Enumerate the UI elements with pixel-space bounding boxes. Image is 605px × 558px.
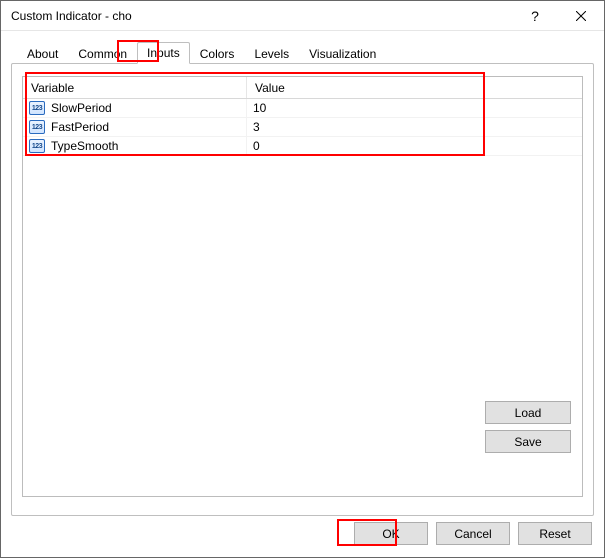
variable-name: TypeSmooth bbox=[51, 139, 118, 153]
table-row[interactable]: 123 SlowPeriod 10 bbox=[23, 99, 582, 118]
tab-common[interactable]: Common bbox=[68, 43, 137, 64]
close-icon bbox=[576, 11, 586, 21]
titlebar: Custom Indicator - cho ? bbox=[1, 1, 604, 31]
ok-button[interactable]: OK bbox=[354, 522, 428, 545]
int-type-icon: 123 bbox=[29, 139, 45, 153]
load-button[interactable]: Load bbox=[485, 401, 571, 424]
help-button[interactable]: ? bbox=[512, 1, 558, 31]
tab-levels[interactable]: Levels bbox=[244, 43, 299, 64]
inputs-panel: Variable Value 123 SlowPeriod 10 123 bbox=[11, 63, 594, 516]
cancel-button[interactable]: Cancel bbox=[436, 522, 510, 545]
tab-inputs[interactable]: Inputs bbox=[137, 42, 190, 64]
window-title: Custom Indicator - cho bbox=[11, 9, 512, 23]
table-body: 123 SlowPeriod 10 123 FastPeriod 3 bbox=[23, 99, 582, 156]
int-type-icon: 123 bbox=[29, 120, 45, 134]
variable-value[interactable]: 3 bbox=[247, 118, 582, 136]
tab-strip: About Common Inputs Colors Levels Visual… bbox=[17, 41, 594, 63]
variable-value[interactable]: 10 bbox=[247, 99, 582, 117]
save-button[interactable]: Save bbox=[485, 430, 571, 453]
int-type-icon: 123 bbox=[29, 101, 45, 115]
variable-name: FastPeriod bbox=[51, 120, 109, 134]
variable-name: SlowPeriod bbox=[51, 101, 112, 115]
table-row[interactable]: 123 FastPeriod 3 bbox=[23, 118, 582, 137]
variable-value[interactable]: 0 bbox=[247, 137, 582, 155]
bottom-button-row: OK Cancel Reset bbox=[11, 516, 594, 547]
dialog-window: Custom Indicator - cho ? About Common In… bbox=[0, 0, 605, 558]
table-row[interactable]: 123 TypeSmooth 0 bbox=[23, 137, 582, 156]
client-area: About Common Inputs Colors Levels Visual… bbox=[1, 31, 604, 557]
close-button[interactable] bbox=[558, 1, 604, 31]
tab-colors[interactable]: Colors bbox=[190, 43, 245, 64]
reset-button[interactable]: Reset bbox=[518, 522, 592, 545]
table-header: Variable Value bbox=[23, 77, 582, 99]
side-button-group: Load Save bbox=[485, 401, 571, 453]
column-value[interactable]: Value bbox=[247, 77, 582, 98]
tab-visualization[interactable]: Visualization bbox=[299, 43, 386, 64]
tab-about[interactable]: About bbox=[17, 43, 68, 64]
column-variable[interactable]: Variable bbox=[23, 77, 247, 98]
